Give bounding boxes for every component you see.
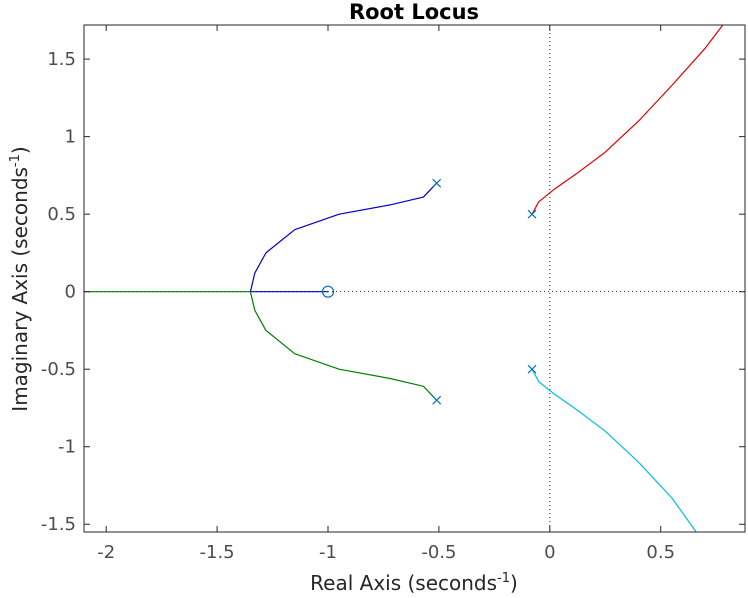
x-tick-label: 0: [544, 542, 555, 563]
x-axis-label-exponent: -1: [497, 571, 510, 586]
locus-branch-4: [531, 368, 697, 532]
plot-area: -2 -1.5 -1 -0.5 0 0.5 -1.5 -1 -0.5 0 0.5 1 1.5: [41, 24, 746, 563]
locus-branches: [84, 25, 724, 532]
x-tick-label: -1.5: [200, 542, 235, 563]
locus-branch-3: [531, 25, 724, 215]
x-tick-label: -0.5: [421, 542, 456, 563]
y-tick-label: 0: [65, 282, 76, 303]
x-axis-label-prefix: Real Axis (seconds: [310, 571, 497, 595]
y-tick-label: 1: [65, 127, 76, 148]
x-tick-label: -2: [97, 542, 115, 563]
locus-branch-2: [84, 291, 438, 401]
axes-box: [83, 24, 746, 533]
x-tick-label: -1: [319, 542, 337, 563]
y-tick-label: -1: [58, 437, 76, 458]
x-axis-label: Real Axis (seconds-1): [310, 571, 518, 595]
locus-branch-1: [249, 182, 438, 293]
y-tick-label: 1.5: [47, 49, 76, 70]
x-tick-label: 0.5: [646, 542, 675, 563]
y-tick-label: -0.5: [41, 359, 76, 380]
pole-marker-1: [432, 178, 442, 188]
pole-marker-4: [527, 364, 537, 374]
y-axis-label-prefix: Imaginary Axis (seconds: [8, 167, 32, 412]
y-axis-label-suffix: ): [8, 146, 32, 154]
y-tick-label: 0.5: [47, 204, 76, 225]
y-axis-label: Imaginary Axis (seconds-1): [8, 146, 32, 411]
x-axis-label-suffix: ): [510, 571, 518, 595]
y-tick-label: -1.5: [41, 514, 76, 535]
zero-marker-1: [321, 285, 335, 298]
pole-marker-3: [527, 209, 537, 219]
pole-marker-2: [432, 395, 442, 405]
y-axis-label-exponent: -1: [8, 154, 23, 167]
chart-title: Root Locus: [349, 0, 479, 24]
